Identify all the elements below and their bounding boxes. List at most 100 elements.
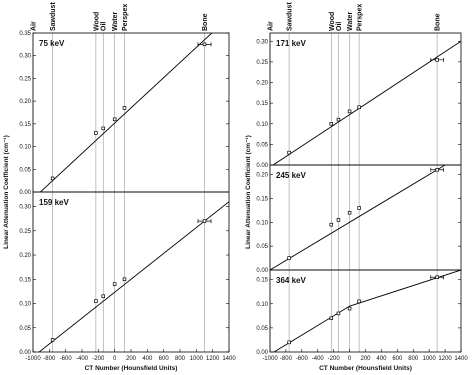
y-tick-label: 0.05 [256,326,268,332]
panel-title: 364 keV [276,276,306,285]
data-point [94,299,98,303]
x-tick-label: 1000 [190,356,204,362]
material-label: Sawdust [287,2,294,31]
y-tick-label: 0.10 [256,302,268,308]
data-point [287,340,291,345]
x-tick-label: -1000 [262,356,278,362]
y-tick-label: 0.25 [256,60,268,66]
plot-frame [32,32,230,193]
data-point [336,117,341,122]
material-label: Bone [435,13,442,31]
data-point [122,106,127,110]
y-tick-label: 0.20 [19,253,31,259]
x-tick-label: -200 [328,356,341,362]
data-point [287,256,291,260]
material-label: Sawdust [50,2,57,31]
y-tick-label: 0.10 [19,302,31,308]
y-tick-label: 0.05 [256,142,268,148]
y-tick-label: 0.20 [256,173,268,179]
data-point [357,299,361,304]
x-tick-label: 1000 [422,356,436,362]
data-point [287,150,291,155]
fit-line [273,270,461,352]
plot-frame [269,269,462,353]
x-tick-label: 1400 [222,356,236,362]
x-tick-label: -1000 [25,356,41,362]
fit-line [39,33,213,192]
y-tick-label: 0.00 [256,268,268,274]
material-label: Water [347,12,354,31]
x-tick-label: 0 [113,356,117,362]
x-tick-label: 800 [175,356,186,362]
y-tick-label: 0.10 [256,220,268,226]
x-tick-label: -600 [296,356,309,362]
y-tick-label: 0.10 [19,145,31,151]
x-axis-label: CT Number (Hounsfield Units) [85,365,178,372]
x-tick-label: -400 [76,356,89,362]
x-tick-label: -600 [60,356,73,362]
y-tick-label: 0.00 [256,350,268,356]
fit-line [38,201,229,352]
x-tick-label: 600 [392,356,403,362]
data-point [435,58,439,62]
data-point [336,311,341,316]
y-tick-label: 0.30 [19,54,31,60]
data-point [202,219,207,223]
x-tick-label: -200 [92,356,105,362]
x-tick-label: 1200 [438,356,452,362]
y-tick-label: 0.00 [19,350,31,356]
y-tick-label: 0.20 [256,81,268,87]
y-tick-label: 0.00 [19,190,31,196]
y-tick-label: 0.25 [19,76,31,82]
x-tick-label: 1200 [206,356,220,362]
x-tick-label: 400 [376,356,387,362]
y-axis-label: Linear Attenuation Coefficient (cm⁻¹) [3,135,10,249]
panel-title: 245 keV [276,171,306,180]
x-tick-label: 400 [142,356,153,362]
data-point [329,316,334,320]
data-point [101,126,105,131]
x-axis-label: CT Number (Hounsfield Units) [319,365,412,372]
data-point [347,210,352,215]
data-point [435,275,439,279]
x-tick-label: 1400 [454,356,468,362]
material-label: Perspex [357,4,364,31]
data-point [357,105,361,109]
x-tick-label: -800 [280,356,293,362]
material-label: Oil [336,22,343,31]
data-point [329,121,334,126]
data-point [202,42,207,47]
data-point [336,218,341,222]
data-point [112,117,117,122]
fit-line [272,40,461,165]
y-tick-label: 0.30 [19,205,31,211]
material-label: Wood [329,12,336,31]
data-point [347,109,352,114]
data-point [101,294,105,298]
panel-title: 159 keV [39,198,69,207]
data-point [329,222,334,227]
x-tick-label: 200 [360,356,371,362]
plot-frame [32,191,230,353]
material-label: Oil [101,22,108,31]
y-tick-label: 0.30 [256,39,268,45]
material-label: Air [31,21,38,31]
data-point [94,131,98,135]
y-tick-label: 0.00 [256,163,268,169]
panel-title: 171 keV [276,39,306,48]
y-tick-label: 0.15 [256,101,268,107]
x-tick-label: 600 [159,356,170,362]
y-tick-label: 0.35 [19,31,31,37]
y-tick-label: 0.15 [19,277,31,283]
y-tick-label: 0.05 [19,326,31,332]
plot-frame [269,164,462,271]
material-label: Water [112,12,119,31]
data-point [435,168,439,172]
data-point [50,176,55,181]
y-tick-label: 0.15 [19,122,31,128]
data-point [50,338,55,342]
x-tick-label: 200 [126,356,137,362]
panel-title: 75 keV [39,39,65,48]
y-tick-label: 0.05 [256,244,268,250]
